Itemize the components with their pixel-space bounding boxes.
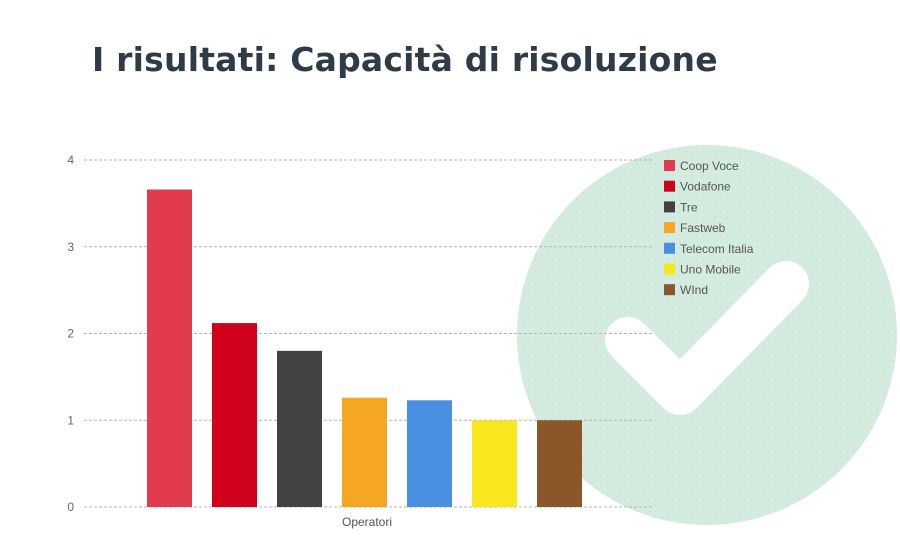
bar-tre: [277, 350, 322, 507]
legend: Coop Voce Vodafone Tre Fastweb Telecom Itali…: [664, 159, 754, 297]
y-tick-label: 1: [67, 413, 74, 427]
legend-swatch: [664, 201, 675, 213]
legend-label: Telecom Italia: [680, 242, 754, 256]
bar-vodafone: [212, 323, 257, 507]
y-axis-ticks: 0 1 2 3 4: [67, 153, 74, 514]
check-mark: [605, 261, 809, 415]
legend-swatch: [664, 263, 675, 275]
bars: [147, 189, 582, 507]
bar-fastweb: [342, 397, 387, 507]
y-tick-label: 2: [67, 327, 74, 341]
legend-swatch: [664, 242, 675, 254]
y-tick-label: 0: [67, 500, 74, 514]
x-axis-title: Operatori: [342, 515, 392, 529]
legend-label: Tre: [680, 200, 698, 214]
bar-telecom-italia: [407, 400, 452, 507]
legend-label: Uno Mobile: [680, 263, 741, 277]
legend-label: WInd: [680, 283, 708, 297]
legend-label: Vodafone: [680, 180, 731, 194]
bar-coop-voce: [147, 189, 192, 507]
bar-uno-mobile: [472, 420, 517, 507]
bar-wind: [537, 420, 582, 507]
legend-swatch: [664, 180, 675, 192]
y-tick-label: 4: [67, 153, 74, 167]
legend-label: Coop Voce: [680, 159, 739, 173]
legend-swatch: [664, 284, 675, 296]
legend-swatch: [664, 160, 675, 171]
y-tick-label: 3: [67, 240, 74, 254]
slide-title: I risultati: Capacità di risoluzione: [92, 40, 718, 79]
legend-label: Fastweb: [680, 221, 726, 235]
legend-swatch: [664, 222, 675, 234]
